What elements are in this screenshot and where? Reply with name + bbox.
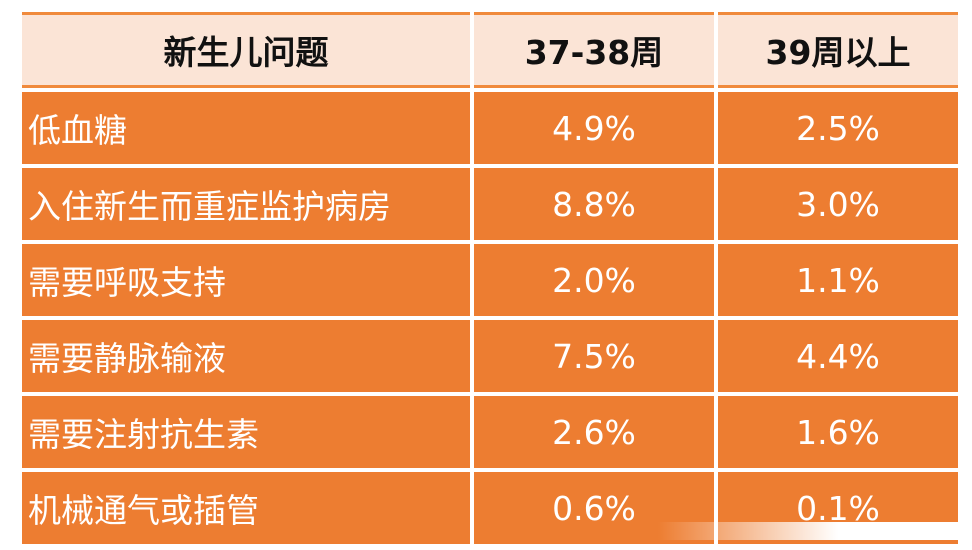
row-label: 需要注射抗生素 <box>22 396 470 468</box>
value-37-38: 4.9% <box>474 92 714 164</box>
table-row: 入住新生而重症监护病房 8.8% 3.0% <box>22 168 958 240</box>
header-37-38-weeks: 37-38周 <box>474 12 714 88</box>
row-label: 需要呼吸支持 <box>22 244 470 316</box>
table-row: 需要静脉输液 7.5% 4.4% <box>22 320 958 392</box>
row-label: 入住新生而重症监护病房 <box>22 168 470 240</box>
value-39-plus: 3.0% <box>718 168 958 240</box>
table-row: 需要呼吸支持 2.0% 1.1% <box>22 244 958 316</box>
value-39-plus: 1.6% <box>718 396 958 468</box>
header-row: 新生儿问题 37-38周 39周以上 <box>22 12 958 88</box>
value-39-plus: 4.4% <box>718 320 958 392</box>
value-37-38: 7.5% <box>474 320 714 392</box>
value-37-38: 2.0% <box>474 244 714 316</box>
row-label: 低血糖 <box>22 92 470 164</box>
row-label: 需要静脉输液 <box>22 320 470 392</box>
comparison-table-container: 新生儿问题 37-38周 39周以上 低血糖 4.9% 2.5% 入住新生而重症… <box>18 8 958 544</box>
value-39-plus: 1.1% <box>718 244 958 316</box>
value-37-38: 2.6% <box>474 396 714 468</box>
header-39-plus-weeks: 39周以上 <box>718 12 958 88</box>
row-label: 机械通气或插管 <box>22 472 470 544</box>
table-row: 低血糖 4.9% 2.5% <box>22 92 958 164</box>
bottom-right-fade <box>658 522 958 540</box>
neonatal-problems-table: 新生儿问题 37-38周 39周以上 低血糖 4.9% 2.5% 入住新生而重症… <box>18 8 962 548</box>
header-problem: 新生儿问题 <box>22 12 470 88</box>
table-row: 需要注射抗生素 2.6% 1.6% <box>22 396 958 468</box>
value-39-plus: 2.5% <box>718 92 958 164</box>
value-37-38: 8.8% <box>474 168 714 240</box>
